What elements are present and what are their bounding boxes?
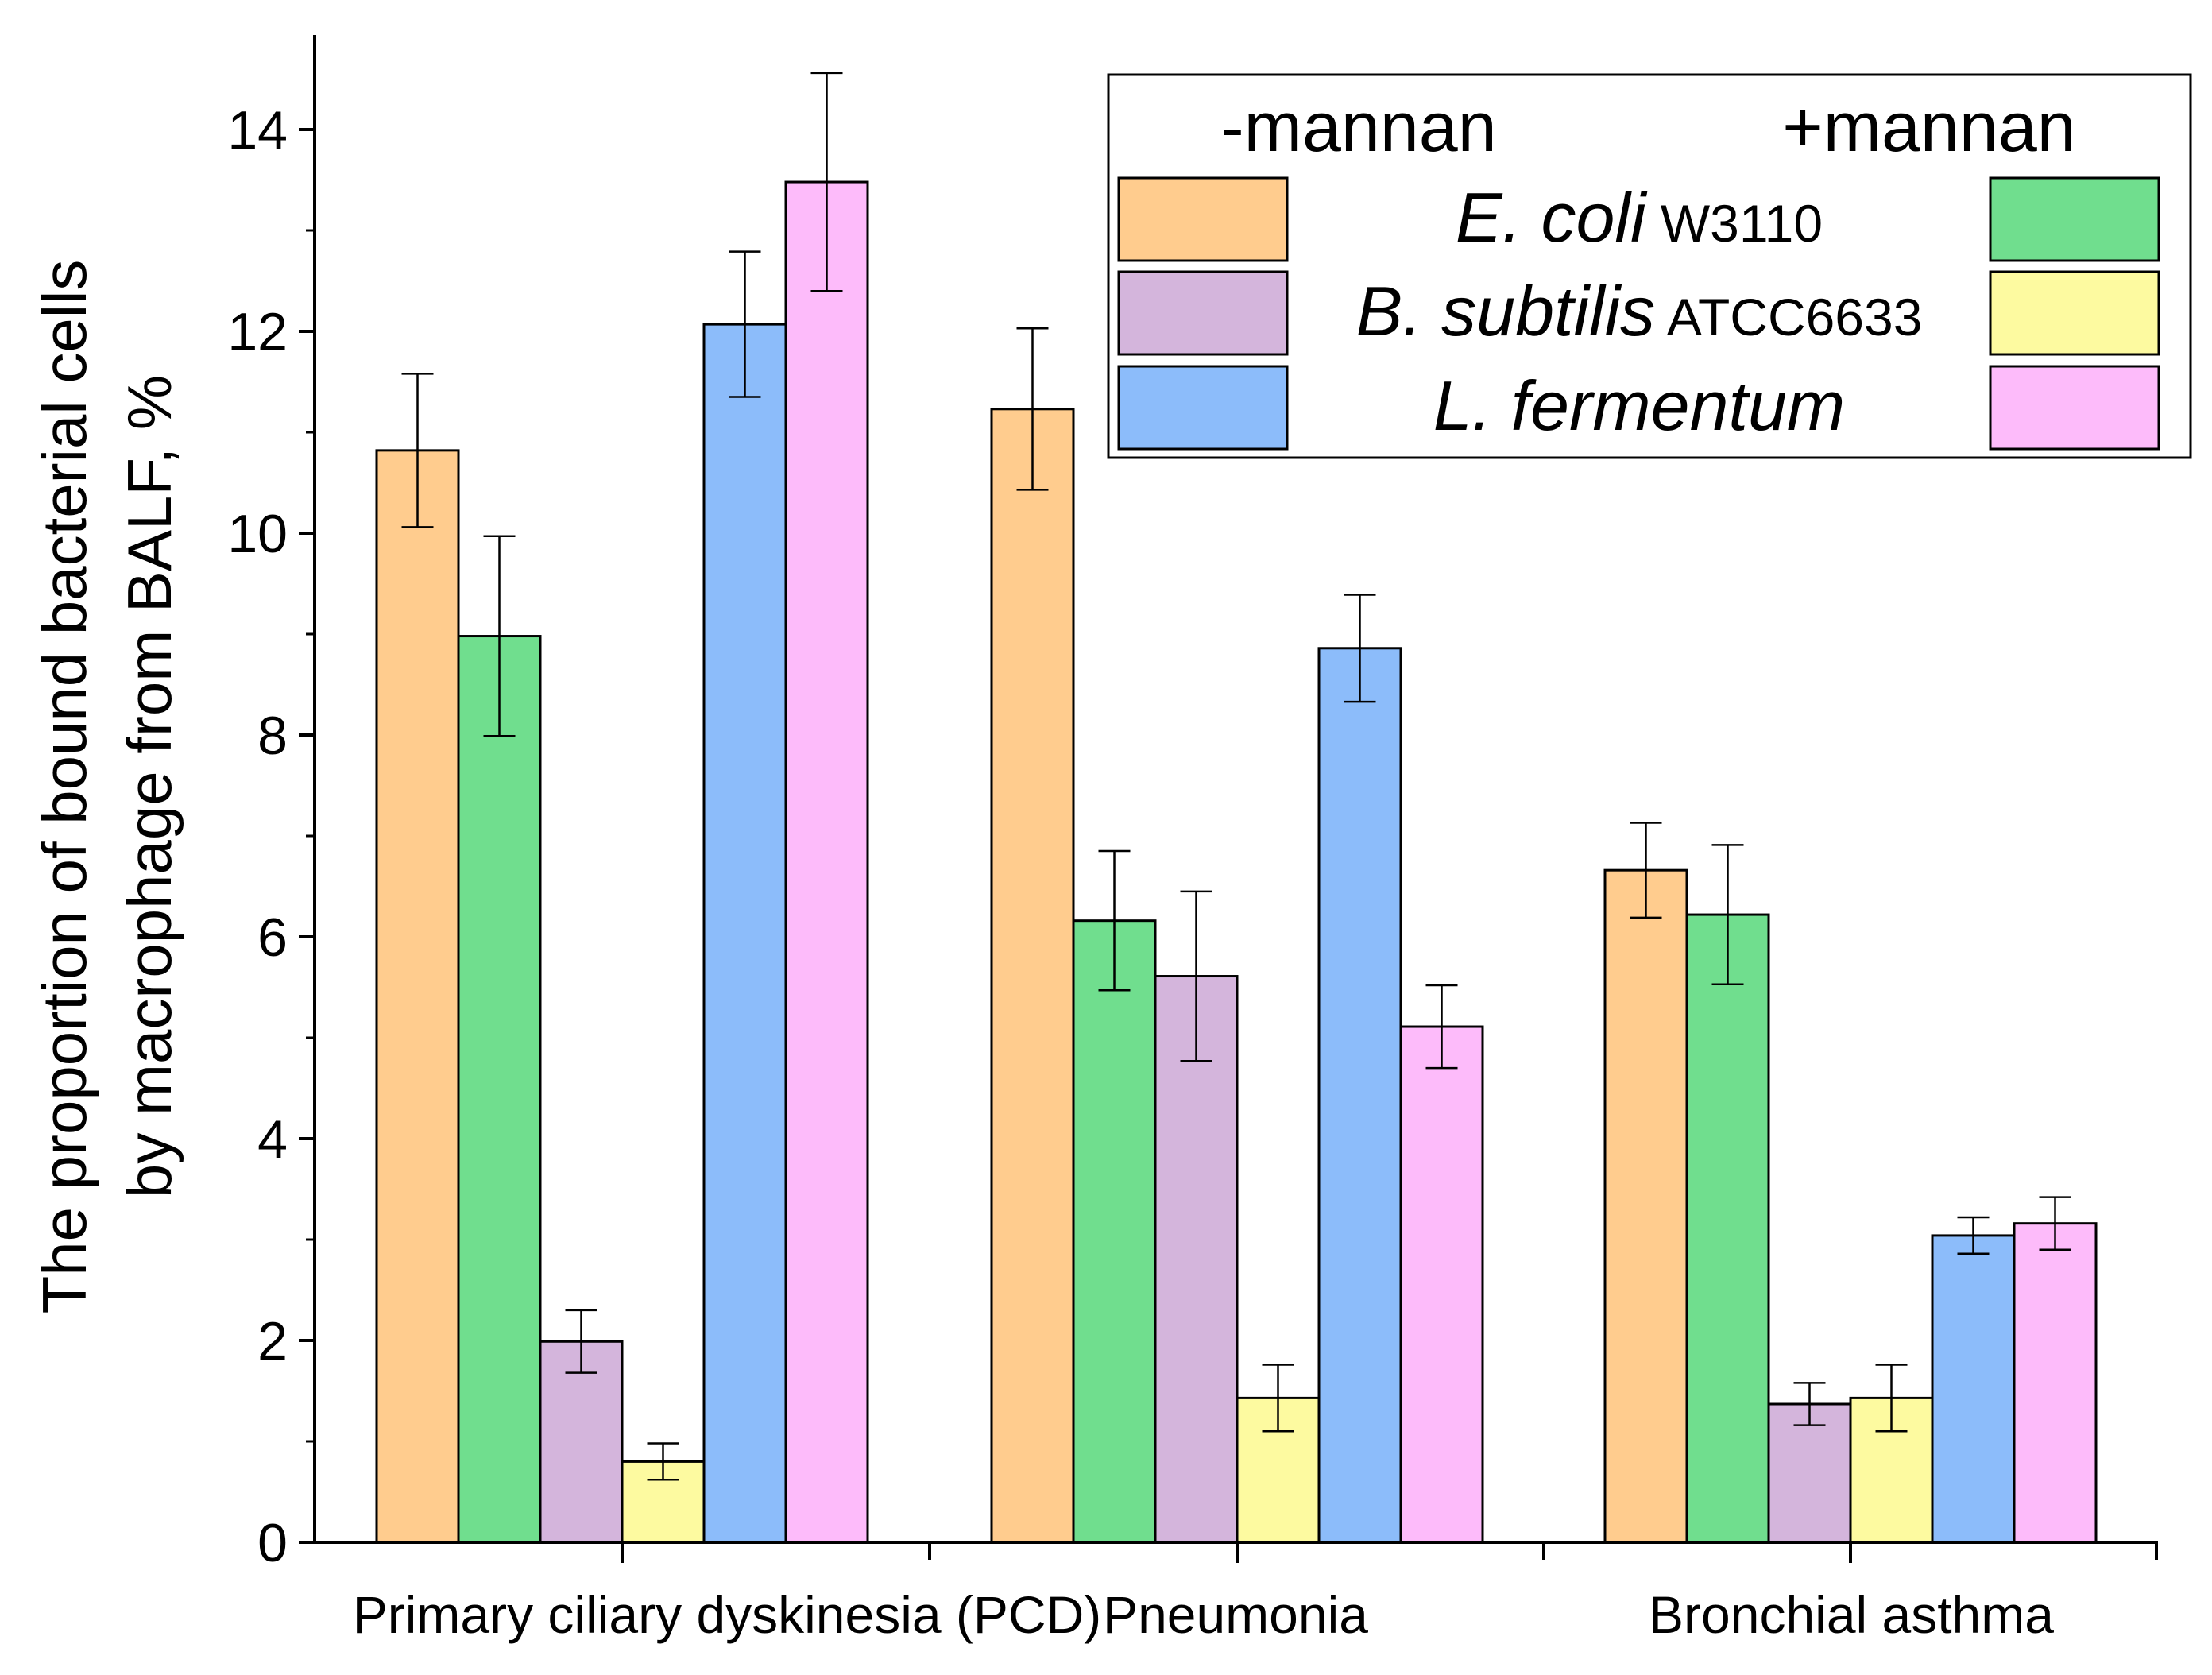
legend-swatch-plus: [1989, 270, 2160, 356]
bar: [990, 408, 1075, 1544]
y-axis-label: The proportion of bound bacterial cells …: [29, 260, 184, 1314]
y-tick-label: 6: [257, 907, 288, 968]
error-bar: [810, 72, 843, 292]
error-bar: [1016, 327, 1049, 491]
error-bar: [729, 250, 761, 398]
bar: [375, 449, 460, 1544]
error-bar: [1630, 822, 1662, 919]
legend-header-plus: +mannan: [1782, 87, 2075, 166]
error-bar: [1262, 1364, 1294, 1433]
legend-header-minus: -mannan: [1220, 87, 1496, 166]
x-category-label: Pneumonia: [1103, 1585, 1368, 1644]
bar: [1931, 1234, 2016, 1544]
y-tick-label: 12: [227, 302, 288, 362]
y-tick-label: 8: [257, 706, 288, 766]
bar: [1399, 1025, 1484, 1544]
bar: [1603, 868, 1688, 1544]
error-bar: [1875, 1364, 1908, 1433]
y-tick-label: 2: [257, 1311, 288, 1371]
error-bar: [1344, 594, 1376, 703]
x-category-label: Primary ciliary dyskinesia (PCD): [353, 1585, 1101, 1644]
error-bar: [1180, 890, 1212, 1062]
bar: [1072, 919, 1157, 1544]
error-bar: [2039, 1196, 2071, 1251]
error-bar: [1957, 1216, 1990, 1255]
legend-label: E. coli W3110: [1456, 178, 1823, 257]
axes-layer: 0 2 4 6 8 10 12 14 Primary ciliary dyskinesia (P…: [227, 35, 2158, 1644]
bar: [1154, 975, 1239, 1544]
error-bar: [1098, 849, 1131, 992]
legend-swatch-plus: [1989, 176, 2160, 262]
error-bar: [647, 1442, 679, 1481]
bar: [2013, 1222, 2098, 1544]
legend-swatch-minus: [1117, 270, 1289, 356]
bars-layer: [375, 180, 2098, 1544]
bar: [457, 635, 542, 1544]
error-bar: [483, 535, 516, 737]
error-bar: [401, 373, 434, 528]
legend-swatch-minus: [1117, 365, 1289, 451]
error-bar: [1425, 984, 1458, 1070]
y-axis-label-line-1: The proportion of bound bacterial cells: [29, 260, 99, 1314]
legend-label: B. subtilis ATCC6633: [1356, 272, 1923, 350]
bar: [784, 180, 869, 1544]
y-axis-label-line-2: by macrophage from BALF, %: [114, 375, 184, 1198]
error-bar: [1711, 844, 1744, 985]
bar: [702, 323, 787, 1544]
y-tick-label: 0: [257, 1513, 288, 1573]
legend-swatch-plus: [1989, 365, 2160, 451]
error-bar: [565, 1309, 597, 1374]
error-bars-layer: [401, 72, 2071, 1481]
bar: [1317, 647, 1402, 1544]
legend-swatch-minus: [1117, 176, 1289, 262]
x-category-label: Bronchial asthma: [1649, 1585, 2054, 1644]
error-bar: [1793, 1382, 1826, 1426]
legend-label: L. fermentum: [1433, 366, 1845, 445]
legend: -mannan +mannan E. coli W3110 B. subtilis…: [1107, 73, 2192, 459]
y-tick-label: 14: [227, 100, 288, 161]
y-tick-label: 4: [257, 1109, 288, 1170]
bar: [1685, 913, 1770, 1544]
y-tick-label: 10: [227, 504, 288, 564]
